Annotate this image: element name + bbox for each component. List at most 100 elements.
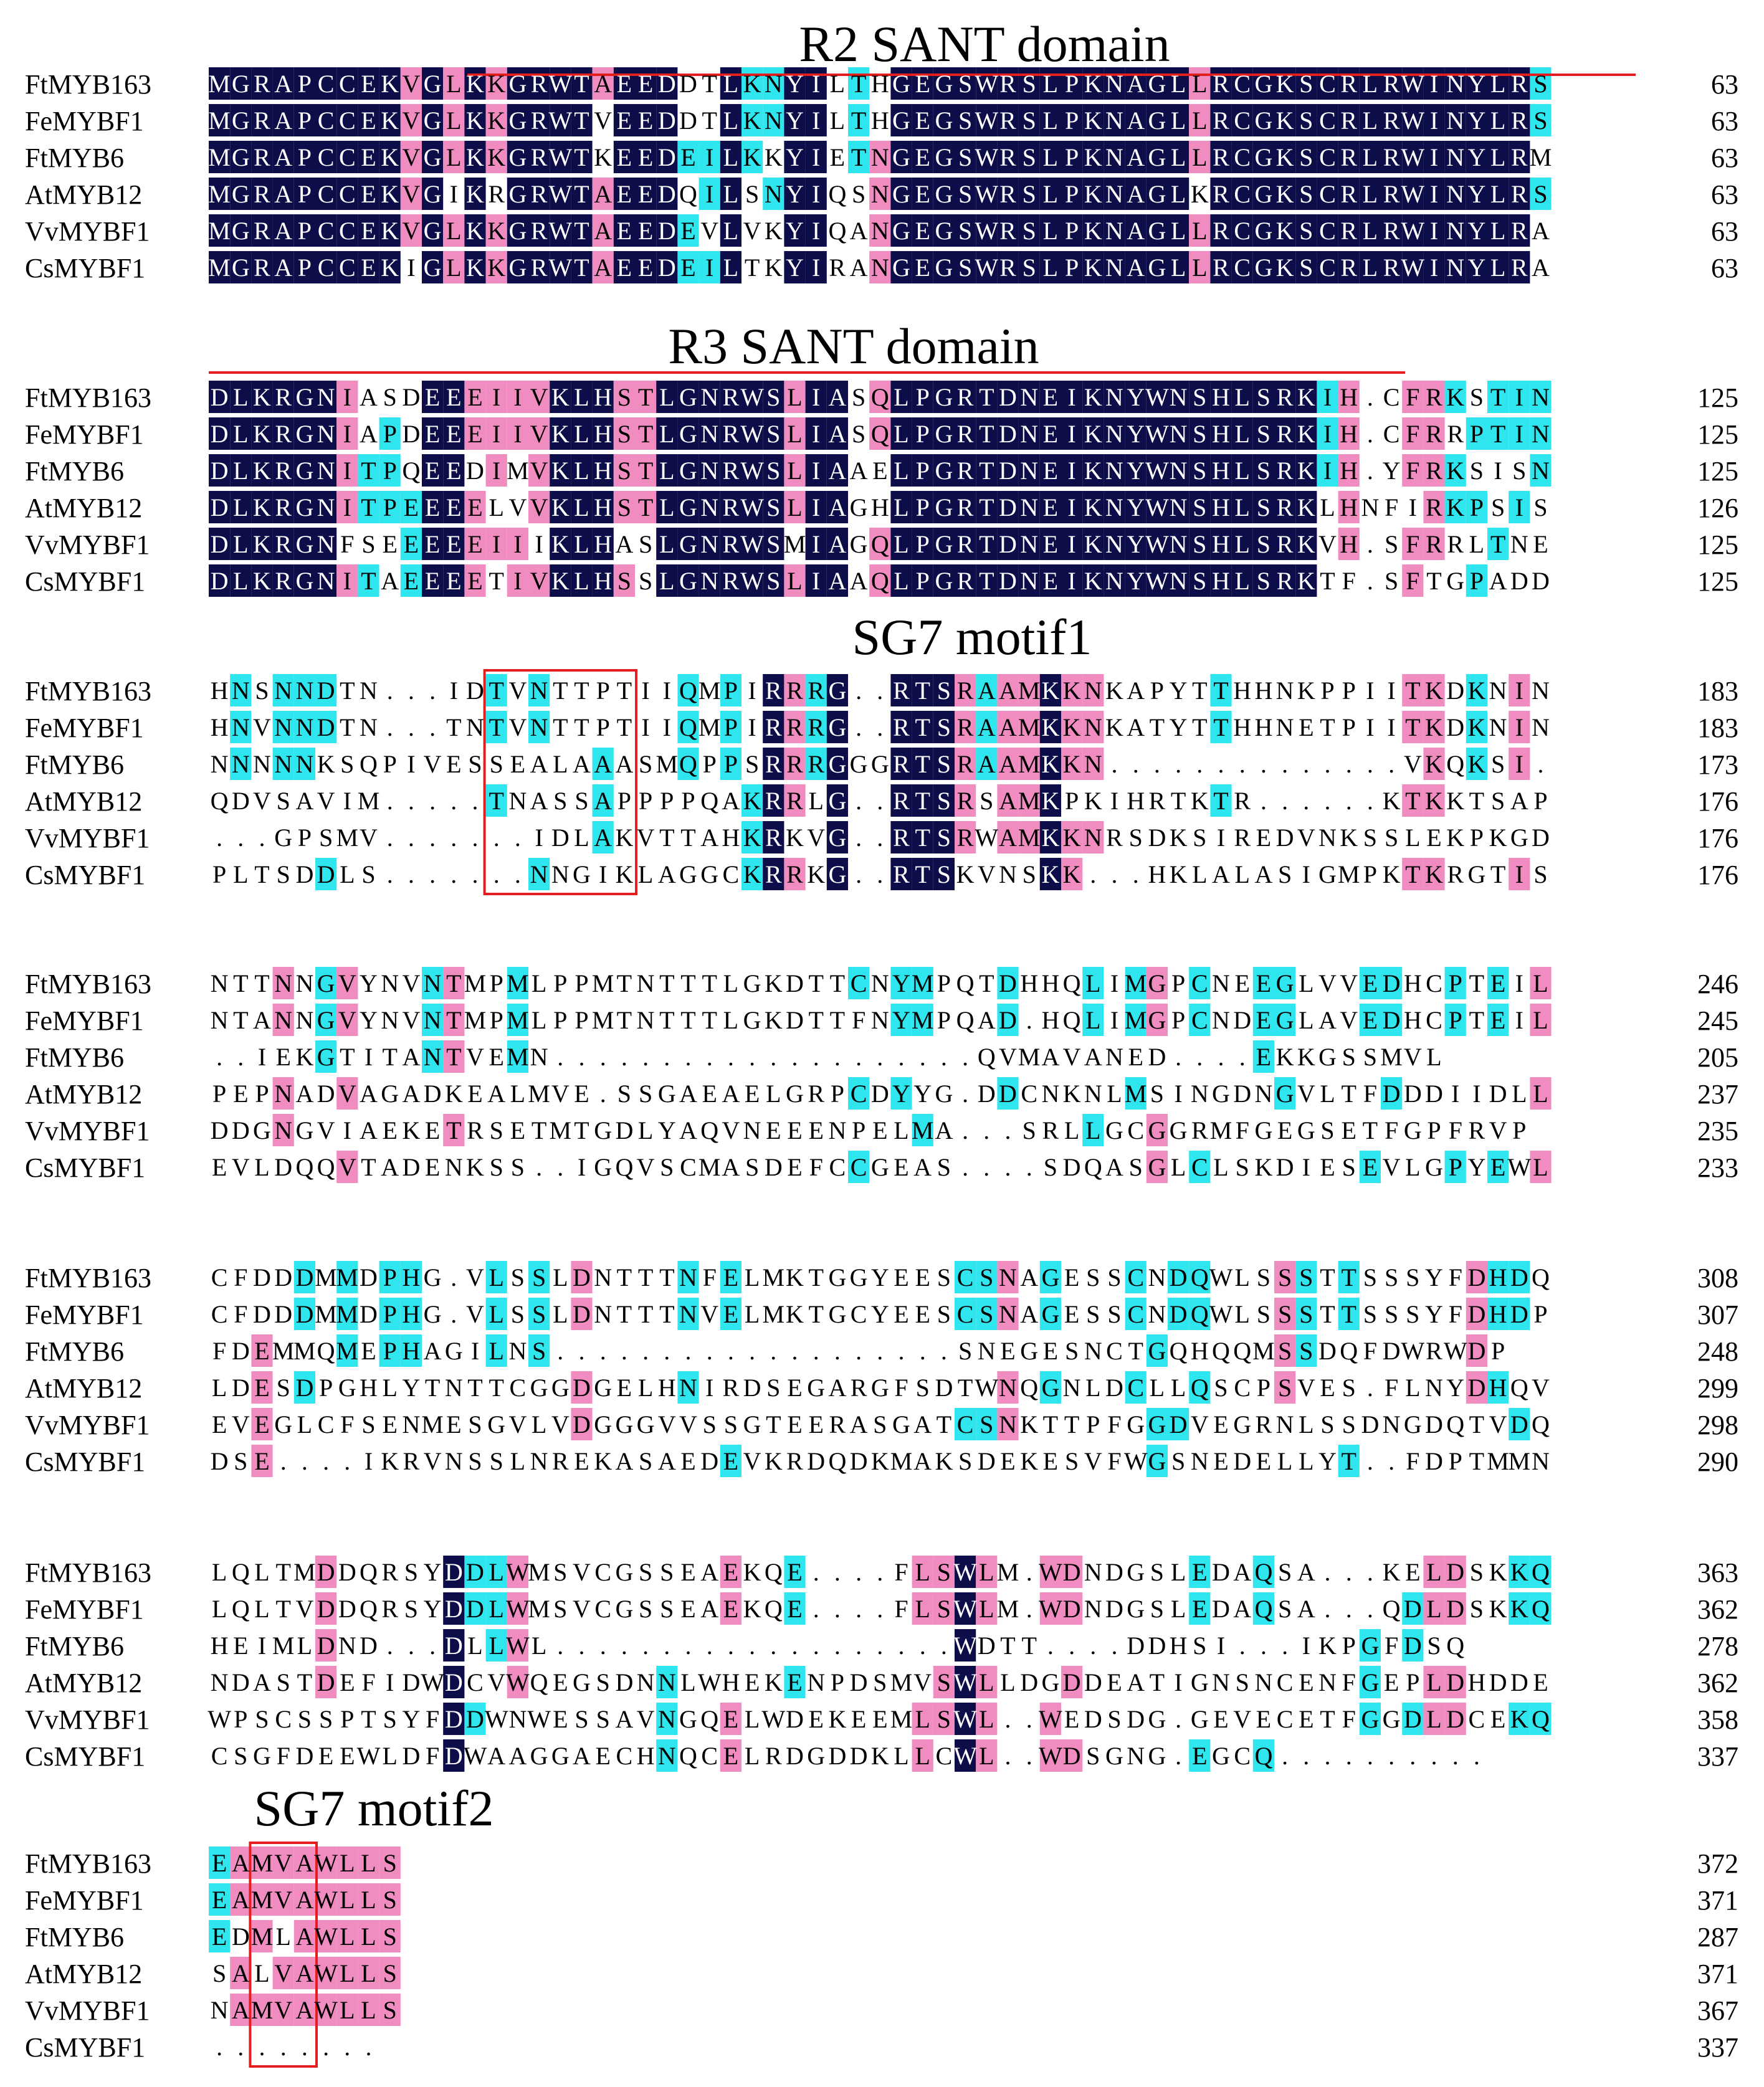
residue: V <box>1084 1447 1102 1475</box>
residue: I <box>1323 383 1332 411</box>
residue: R <box>254 143 270 171</box>
residue: S <box>1342 1043 1356 1071</box>
residue: E <box>723 1595 738 1623</box>
residue: M <box>592 1006 614 1034</box>
residue: . <box>408 860 414 888</box>
residue: G <box>1254 217 1272 245</box>
residue: R <box>1426 420 1442 448</box>
residue: A <box>274 217 292 245</box>
residue: M <box>528 1558 550 1586</box>
residue: K <box>1063 824 1081 852</box>
residue: K <box>381 1447 399 1475</box>
residue: K <box>1020 1410 1038 1438</box>
residue: I <box>1430 180 1438 208</box>
residue-shade <box>784 104 806 136</box>
residue-shade <box>1252 141 1274 173</box>
residue: Y <box>1467 254 1485 282</box>
residue: E <box>425 457 440 485</box>
residue: R <box>254 107 270 135</box>
residue: C <box>510 1374 527 1402</box>
residue: C <box>318 143 335 171</box>
residue: F <box>703 1263 717 1291</box>
residue: S <box>958 1447 972 1475</box>
residue: Q <box>871 567 889 595</box>
residue: Q <box>317 1153 335 1181</box>
residue: K <box>551 457 570 485</box>
residue: K <box>1467 713 1485 741</box>
residue: C <box>1127 1263 1144 1291</box>
residue: F <box>1107 1447 1121 1475</box>
residue: F <box>1385 1116 1398 1144</box>
residue-shade <box>741 141 763 173</box>
residue: S <box>511 1153 525 1181</box>
residue: N <box>1446 180 1464 208</box>
residue: . <box>1218 750 1224 778</box>
residue: D <box>999 383 1017 411</box>
residue: W <box>314 1886 338 1914</box>
residue: S <box>852 180 865 208</box>
residue: I <box>1067 457 1075 485</box>
residue: G <box>1041 1263 1059 1291</box>
residue: W <box>1401 217 1424 245</box>
residue: L <box>1000 1668 1015 1696</box>
end-position: 278 <box>1697 1631 1738 1662</box>
residue: H <box>211 677 229 705</box>
residue: E <box>702 1080 717 1108</box>
residue: E <box>723 1447 738 1475</box>
residue: E <box>1064 1705 1079 1733</box>
residue-shade <box>1359 104 1381 136</box>
residue: P <box>596 713 610 741</box>
residue: N <box>1489 677 1507 705</box>
residue: G <box>1041 1668 1059 1696</box>
residue: S <box>937 824 951 852</box>
residue: S <box>1065 1337 1079 1365</box>
residue: E <box>382 1410 397 1438</box>
residue: D <box>274 1300 292 1328</box>
residue: I <box>1515 713 1523 741</box>
residue-shade <box>763 104 784 136</box>
residue: N <box>1105 1043 1123 1071</box>
residue: I <box>812 180 820 208</box>
residue: R <box>808 1080 824 1108</box>
residue: N <box>295 969 313 997</box>
residue: E <box>425 493 440 521</box>
residue: . <box>621 1043 627 1071</box>
residue-shade <box>358 141 379 173</box>
residue: M <box>1018 787 1041 815</box>
residue: E <box>808 1116 823 1144</box>
residue: S <box>703 1410 717 1438</box>
residue: T <box>254 969 269 997</box>
residue: L <box>979 1742 994 1770</box>
residue: S <box>1278 1337 1292 1365</box>
residue: D <box>573 1300 591 1328</box>
residue: N <box>871 969 889 997</box>
residue: R <box>893 824 910 852</box>
residue: D <box>402 420 420 448</box>
residue: D <box>1467 1374 1485 1402</box>
residue: R <box>1340 217 1357 245</box>
residue: L <box>894 420 908 448</box>
residue: H <box>871 70 889 98</box>
residue: S <box>1385 1300 1398 1328</box>
residue: Y <box>360 969 378 997</box>
residue: L <box>254 1595 269 1623</box>
residue: E <box>808 1410 823 1438</box>
residue: L <box>340 860 355 888</box>
residue: . <box>429 677 436 705</box>
residue: D <box>658 143 676 171</box>
residue: G <box>892 70 910 98</box>
residue: R <box>957 567 974 595</box>
residue-shade <box>656 104 678 136</box>
residue: G <box>1105 1116 1123 1144</box>
residue: G <box>424 1263 442 1291</box>
residue: S <box>1023 1116 1036 1144</box>
residue: V <box>402 217 420 245</box>
residue: S <box>937 1668 951 1696</box>
residue: G <box>1361 1668 1379 1696</box>
residue: N <box>1510 530 1528 558</box>
residue-shade <box>1252 104 1274 136</box>
residue: L <box>382 1374 397 1402</box>
residue-shade <box>720 67 741 100</box>
residue: P <box>1533 787 1547 815</box>
residue: V <box>274 1849 292 1877</box>
